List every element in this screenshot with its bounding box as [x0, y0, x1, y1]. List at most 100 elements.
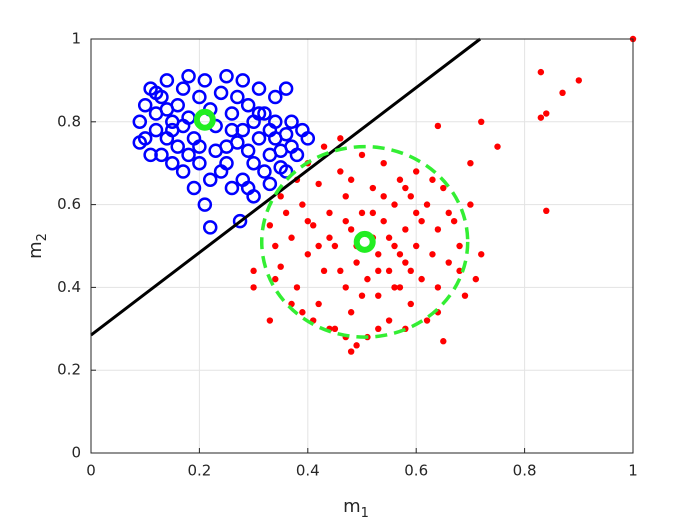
point	[304, 251, 311, 258]
point	[137, 97, 153, 113]
point	[197, 197, 213, 212]
point	[300, 131, 316, 146]
point	[235, 73, 251, 88]
point	[299, 201, 306, 208]
point	[284, 114, 299, 130]
y-tick-label: 0.8	[57, 112, 81, 130]
point	[396, 284, 404, 291]
point	[278, 164, 294, 179]
point	[262, 147, 278, 163]
point	[337, 168, 344, 175]
point	[132, 114, 148, 130]
point	[230, 135, 245, 150]
point	[380, 217, 387, 225]
point	[159, 131, 175, 146]
point	[132, 135, 148, 150]
ticks: 0 0.2 0.4 0.6 0.8 1 0 0.2 0.4 0.6 0.8 1	[57, 30, 638, 480]
point	[434, 226, 442, 233]
cluster-ellipse	[259, 144, 470, 339]
point	[418, 275, 425, 283]
point	[289, 147, 305, 163]
point	[353, 342, 360, 349]
point	[396, 251, 404, 258]
point	[299, 309, 306, 316]
point	[375, 251, 382, 258]
point	[331, 325, 339, 332]
point	[467, 160, 474, 167]
point	[213, 85, 229, 101]
point	[347, 176, 355, 183]
point	[543, 207, 550, 215]
point	[369, 209, 377, 217]
point	[148, 122, 164, 138]
point	[402, 184, 409, 192]
point	[391, 284, 398, 291]
point	[472, 275, 480, 283]
x-axis-label: m1	[343, 496, 369, 521]
point	[456, 267, 463, 275]
point	[440, 184, 447, 192]
point	[250, 267, 257, 275]
point	[353, 259, 360, 266]
point	[170, 139, 185, 154]
boundary-line	[90, 37, 482, 337]
y-tick-label: 0.4	[57, 278, 81, 296]
point	[407, 193, 414, 200]
point	[402, 226, 409, 233]
point	[246, 155, 261, 171]
point	[456, 242, 463, 250]
point	[434, 284, 442, 291]
point	[250, 284, 257, 291]
point	[543, 110, 550, 117]
point	[268, 131, 283, 146]
point	[202, 172, 218, 188]
point	[175, 164, 191, 179]
point	[251, 81, 267, 96]
point	[257, 164, 272, 179]
point	[208, 143, 223, 159]
point	[423, 317, 431, 324]
x-tick-label: 0.6	[404, 462, 428, 480]
point	[266, 317, 274, 324]
point	[391, 242, 398, 250]
point	[347, 226, 355, 233]
point	[192, 155, 207, 171]
point	[175, 118, 191, 134]
point	[219, 155, 234, 171]
plot-area	[91, 39, 633, 453]
point	[310, 222, 317, 229]
point	[159, 102, 175, 117]
point	[375, 267, 382, 275]
y-label-text: m	[25, 241, 46, 259]
point	[375, 292, 382, 299]
point	[268, 114, 283, 130]
point	[202, 220, 218, 235]
point	[380, 160, 387, 167]
point	[326, 209, 333, 217]
point	[478, 251, 485, 258]
y-tick-label: 1	[71, 30, 81, 48]
point	[358, 151, 366, 159]
point	[445, 259, 452, 266]
x-tick-label: 0.2	[187, 462, 211, 480]
point	[278, 81, 294, 96]
point	[385, 317, 393, 324]
point	[494, 143, 501, 150]
point	[251, 106, 267, 121]
x-tick-label: 0	[86, 462, 96, 480]
point	[224, 122, 240, 138]
point	[282, 209, 290, 217]
axes-box	[90, 38, 634, 454]
point	[385, 267, 393, 275]
point	[407, 300, 414, 308]
point	[461, 292, 469, 299]
point	[197, 73, 213, 88]
point	[342, 217, 349, 225]
point	[407, 267, 414, 275]
point	[240, 97, 256, 113]
point	[165, 155, 180, 171]
point	[224, 106, 240, 121]
point	[315, 300, 322, 308]
point	[358, 292, 366, 299]
